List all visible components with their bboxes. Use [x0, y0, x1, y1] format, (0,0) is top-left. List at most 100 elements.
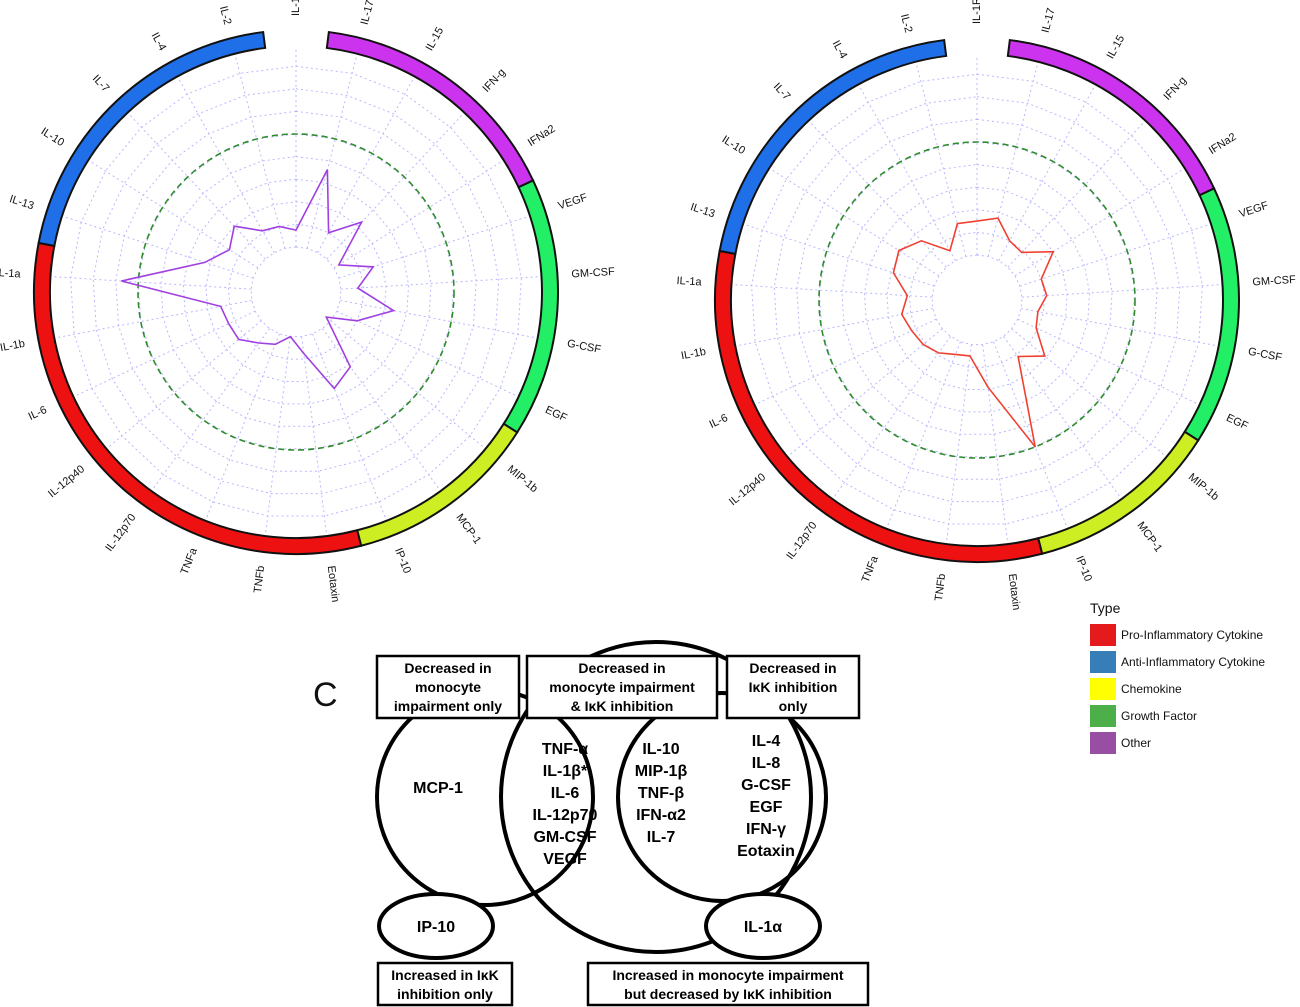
box-decreased-both: Decreased in monocyte impairment & IκK i… — [525, 654, 719, 720]
venn-circle-right — [616, 691, 828, 903]
grid-ring — [751, 73, 1203, 525]
axis-label: IL-4 — [830, 39, 850, 61]
venn-right-item: IFN-γ — [746, 821, 786, 838]
grid-ring — [182, 178, 410, 405]
axis-label: IL-13 — [689, 201, 717, 220]
grid-spoke — [340, 276, 538, 290]
box-decreased-ikk-only: Decreased in IκK inhibition only — [725, 654, 861, 720]
axis-label: G-CSF — [566, 338, 602, 356]
axis-label: Eotaxin — [325, 565, 342, 603]
legend-swatch — [1090, 651, 1116, 673]
ring-segment — [325, 30, 535, 189]
grid-spoke — [312, 333, 386, 518]
grid-ring — [137, 133, 455, 450]
box-line: Increased in monocyte impairment — [612, 967, 843, 983]
venn-center-column-1: TNF-α IL-1β* IL-6 IL-12p70 GM-CSF VEGF — [533, 741, 598, 868]
axis-label: IL-7 — [771, 81, 793, 103]
grid-ring — [886, 209, 1068, 390]
axis-label: MIP-1b — [505, 463, 540, 495]
ring-segment — [1006, 38, 1216, 197]
axis-label: IL-17 — [1040, 7, 1058, 34]
grid-spoke — [338, 216, 527, 279]
ring-segment — [355, 422, 519, 547]
box-line: Increased in IκK — [391, 967, 498, 983]
axis-label: IL-10 — [720, 134, 748, 158]
reference-circle — [818, 141, 1136, 459]
box-line: monocyte — [415, 679, 481, 695]
grid-ring — [796, 118, 1158, 480]
ring-segment — [714, 249, 1044, 564]
legend-label: Pro-Inflammatory Cytokine — [1121, 628, 1263, 642]
grid-spoke — [1003, 336, 1120, 497]
grid-spoke — [746, 224, 935, 287]
grid-ring — [841, 164, 1113, 435]
box-increased-ikk-only: Increased in IκK inhibition only — [376, 961, 514, 1007]
axis-label: MCP-1 — [453, 512, 483, 547]
axis-label: IL-2 — [217, 5, 233, 26]
grid-ring — [115, 110, 477, 472]
ring-segment — [718, 38, 948, 256]
box-line: & IκK inhibition — [571, 698, 674, 714]
grid-spoke — [946, 344, 972, 541]
axis-label: VEGF — [557, 192, 589, 213]
grid-spoke — [235, 57, 286, 249]
legend-label: Growth Factor — [1121, 709, 1197, 723]
grid-spoke — [834, 336, 951, 497]
axis-label: EGF — [1224, 412, 1250, 433]
axis-label: TNFb — [252, 565, 267, 594]
axis-label: IL-13 — [8, 193, 36, 212]
venn-center-item: TNF-β — [638, 785, 684, 802]
axis-label: IL-1b — [680, 346, 707, 362]
axis-label: TNFa — [860, 554, 882, 585]
venn-right-item: Eotaxin — [737, 843, 795, 860]
legend-title: Type — [1090, 600, 1121, 616]
venn-right-item: IL-8 — [752, 755, 781, 772]
ring-segment — [502, 179, 559, 434]
axis-label: IL-1a — [0, 267, 22, 281]
grid-spoke — [1021, 307, 1215, 346]
axis-label: IFNa2 — [526, 123, 558, 149]
grid-ring — [160, 156, 432, 427]
venn-ellipse-il1a — [704, 892, 822, 960]
axis-label: IL-6 — [27, 404, 49, 423]
venn-center-item: IFN-α2 — [636, 807, 686, 824]
venn-right-column: IL-4 IL-8 G-CSF EGF IFN-γ Eotaxin — [737, 733, 795, 860]
axis-label: IL-1RA — [290, 0, 302, 16]
grid-spoke — [340, 299, 534, 338]
grid-spoke — [993, 341, 1067, 526]
grid-ring — [92, 88, 500, 495]
ring-segment — [37, 30, 267, 248]
box-line: Decreased in — [578, 660, 665, 676]
venn-center-item: TNF-α — [542, 741, 588, 758]
box-line: only — [779, 698, 808, 714]
axis-label: IL-17 — [359, 0, 377, 26]
axis-label: TNFa — [179, 546, 201, 577]
axis-label: IL-7 — [90, 73, 112, 95]
ring-segment — [1036, 430, 1200, 555]
axis-label: IFNa2 — [1207, 131, 1239, 157]
grid-ring — [70, 65, 522, 517]
grid-spoke — [265, 336, 291, 533]
box-line: impairment only — [394, 698, 502, 714]
grid-spoke — [54, 276, 252, 290]
axis-label: IL-4 — [149, 31, 169, 53]
ring-segment — [33, 241, 363, 555]
venn-center-item: IL-1β* — [543, 763, 588, 780]
box-decreased-monocyte-only: Decreased in monocyte impairment only — [375, 654, 521, 720]
box-line: IκK inhibition — [749, 679, 838, 695]
grid-spoke — [58, 299, 252, 338]
box-increased-monocyte: Increased in monocyte impairment but dec… — [586, 961, 870, 1007]
venn-diagram: C Decreased in monocyte impairment only … — [313, 640, 870, 1007]
grid-spoke — [916, 65, 967, 257]
venn-ellipse-right-label: IL-1α — [744, 919, 782, 936]
axis-label: IL-12p70 — [784, 520, 819, 562]
axis-label: IP-10 — [1073, 554, 1094, 583]
axis-label: IL-1b — [0, 338, 26, 354]
venn-center-item: IL-10 — [642, 741, 679, 758]
axis-label: IL-15 — [1105, 33, 1128, 61]
data-series-line — [121, 169, 396, 390]
axis-label: IL-1a — [676, 275, 703, 289]
axis-label: MCP-1 — [1134, 520, 1164, 555]
venn-ellipse-ip10 — [377, 892, 495, 960]
